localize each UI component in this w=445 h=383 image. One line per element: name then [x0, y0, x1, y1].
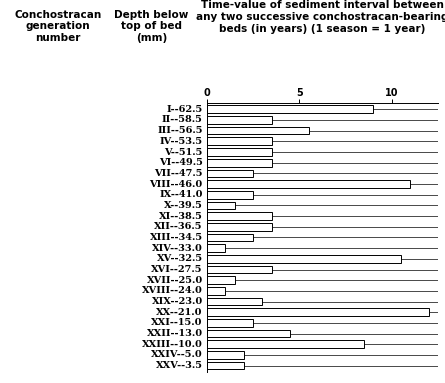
Text: IX--41.0: IX--41.0	[159, 190, 203, 199]
Text: Depth below
top of bed
(mm): Depth below top of bed (mm)	[114, 10, 189, 43]
Bar	[207, 255, 401, 263]
Bar	[207, 362, 244, 370]
Text: VII--47.5: VII--47.5	[154, 169, 203, 178]
Text: XXII--13.0: XXII--13.0	[147, 329, 203, 338]
Text: XXIV--5.0: XXIV--5.0	[151, 350, 203, 360]
Text: XXV--3.5: XXV--3.5	[156, 361, 203, 370]
Text: I--62.5: I--62.5	[166, 105, 203, 114]
Bar	[207, 201, 235, 209]
Text: IV--53.5: IV--53.5	[160, 137, 203, 146]
Bar	[207, 212, 271, 220]
Bar	[207, 159, 271, 167]
Bar	[207, 191, 253, 198]
Text: XIII--34.5: XIII--34.5	[150, 233, 203, 242]
Bar	[207, 319, 253, 327]
Bar	[207, 234, 253, 241]
Text: XIX--23.0: XIX--23.0	[152, 297, 203, 306]
Bar	[207, 223, 271, 231]
Bar	[207, 180, 410, 188]
Bar	[207, 277, 235, 284]
Bar	[207, 127, 308, 134]
Text: XI--38.5: XI--38.5	[159, 211, 203, 221]
Bar	[207, 330, 290, 337]
Bar	[207, 148, 271, 156]
Text: XIV--33.0: XIV--33.0	[152, 244, 203, 253]
Bar	[207, 266, 271, 273]
Text: Time-value of sediment interval between
any two successive conchostracan-bearing: Time-value of sediment interval between …	[196, 0, 445, 34]
Bar	[207, 287, 226, 295]
Text: XVIII--24.0: XVIII--24.0	[142, 286, 203, 295]
Text: XV--32.5: XV--32.5	[157, 254, 203, 264]
Text: XXI--15.0: XXI--15.0	[151, 318, 203, 327]
Bar	[207, 170, 253, 177]
Text: II--58.5: II--58.5	[162, 115, 203, 124]
Text: XX--21.0: XX--21.0	[156, 308, 203, 317]
Bar	[207, 298, 263, 305]
Bar	[207, 105, 373, 113]
Bar	[207, 351, 244, 359]
Text: Conchostracan
generation
number: Conchostracan generation number	[14, 10, 101, 43]
Bar	[207, 308, 429, 316]
Bar	[207, 137, 271, 145]
Bar	[207, 340, 364, 348]
Text: VIII--46.0: VIII--46.0	[150, 180, 203, 188]
Bar	[207, 244, 226, 252]
Text: X--39.5: X--39.5	[164, 201, 203, 210]
Text: XXIII--10.0: XXIII--10.0	[142, 340, 203, 349]
Text: XVI--27.5: XVI--27.5	[151, 265, 203, 274]
Bar	[207, 116, 271, 124]
Text: III--56.5: III--56.5	[157, 126, 203, 135]
Text: V--51.5: V--51.5	[164, 147, 203, 157]
Text: XII--36.5: XII--36.5	[154, 222, 203, 231]
Text: VI--49.5: VI--49.5	[159, 158, 203, 167]
Text: XVII--25.0: XVII--25.0	[146, 276, 203, 285]
